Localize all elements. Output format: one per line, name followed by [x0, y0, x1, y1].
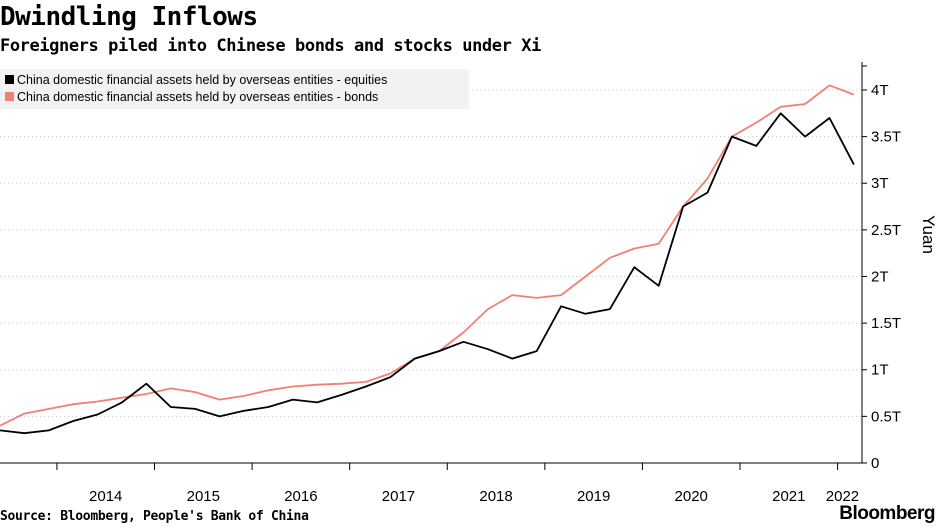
y-tick-label: 2.5T	[871, 222, 901, 239]
legend-item-equities: China domestic financial assets held by …	[5, 72, 387, 88]
x-tick-label: 2019	[577, 488, 610, 505]
x-tick-label: 2020	[675, 488, 708, 505]
y-tick-label: 1T	[871, 362, 889, 379]
x-tick-label: 2022	[826, 488, 859, 505]
y-tick-label: 1.5T	[871, 315, 901, 332]
y-tick-label: 3T	[871, 175, 889, 192]
legend-swatch-bonds	[5, 92, 14, 101]
x-tick-labels: 2014 2015 2016 2017 2018 2019 2020 2021 2022	[89, 488, 859, 505]
bloomberg-logo: Bloomberg	[839, 503, 935, 524]
y-tick-label: 0.5T	[871, 408, 901, 425]
source-note: Source: Bloomberg, People's Bank of Chin…	[0, 509, 309, 524]
legend-label-equities: China domestic financial assets held by …	[17, 73, 388, 87]
axes	[0, 62, 867, 470]
x-tick-label: 2015	[187, 488, 220, 505]
y-tick-label: 3.5T	[871, 129, 901, 146]
y-tick-label: 0	[871, 455, 879, 472]
y-axis-label: Yuan	[919, 215, 938, 254]
x-tick-label: 2021	[772, 488, 805, 505]
chart-title: Dwindling Inflows	[0, 2, 258, 32]
legend-label-bonds: China domestic financial assets held by …	[17, 90, 379, 104]
y-tick-label: 4T	[871, 82, 889, 99]
legend-swatch-equities	[5, 75, 14, 84]
equities-line	[0, 112, 855, 435]
legend: China domestic financial assets held by …	[0, 69, 469, 109]
x-tick-label: 2016	[284, 488, 317, 505]
y-tick-label: 2T	[871, 268, 889, 285]
chart-subtitle: Foreigners piled into Chinese bonds and …	[0, 36, 541, 56]
x-tick-label: 2018	[479, 488, 512, 505]
x-tick-label: 2014	[89, 488, 122, 505]
legend-item-bonds: China domestic financial assets held by …	[5, 89, 378, 105]
x-tick-label: 2017	[382, 488, 415, 505]
y-tick-labels: 0 0.5T 1T 1.5T 2T 2.5T 3T 3.5T 4T	[871, 82, 901, 472]
series-lines	[0, 84, 855, 435]
grid-lines	[0, 89, 862, 417]
